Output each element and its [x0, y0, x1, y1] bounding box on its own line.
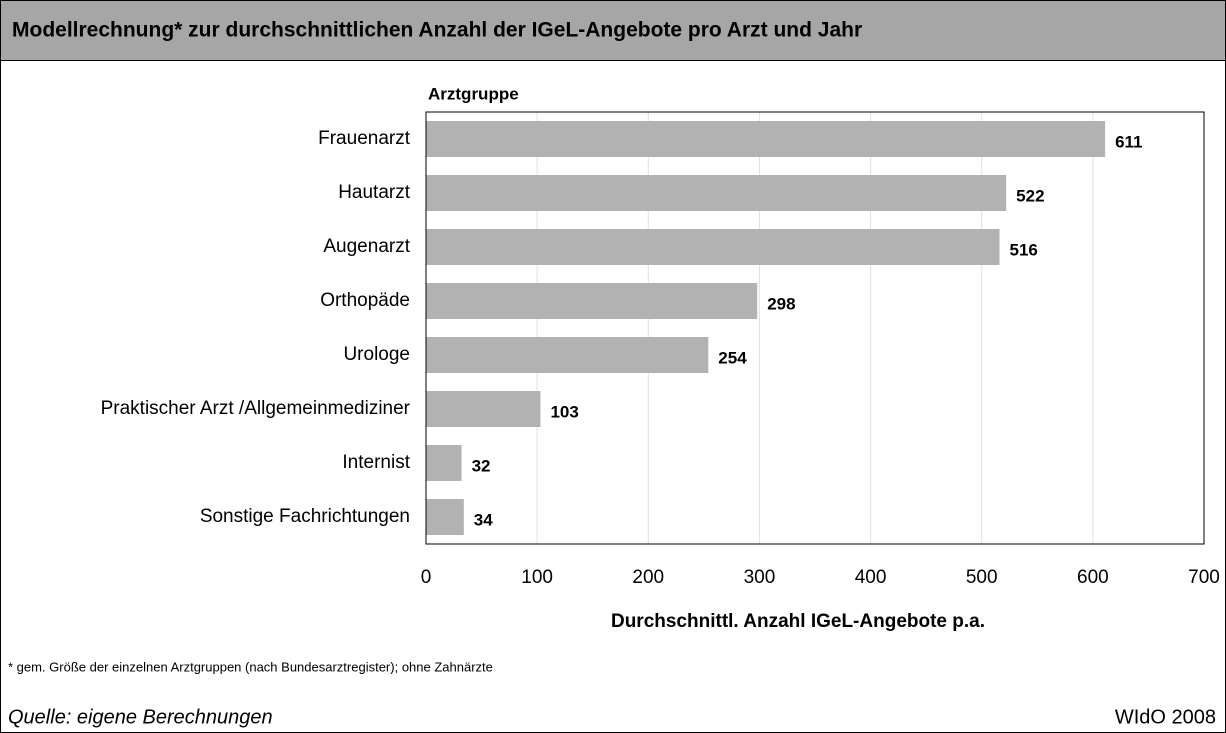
source: Quelle: eigene Berechnungen: [8, 706, 273, 728]
bar: [426, 391, 541, 427]
y-tick-label: Augenarzt: [323, 236, 410, 257]
plot-border: [425, 111, 1205, 545]
bar: [426, 175, 1007, 211]
y-tick-label: Internist: [342, 452, 410, 473]
y-axis-title: Arztgruppe: [428, 84, 519, 103]
x-tick-label: 300: [744, 567, 776, 588]
x-tick-label: 100: [521, 567, 553, 588]
credit: WIdO 2008: [1115, 706, 1216, 728]
y-tick-label: Sonstige Fachrichtungen: [200, 506, 410, 527]
value-label: 298: [767, 294, 795, 313]
bar: [426, 283, 758, 319]
x-tick-label: 700: [1188, 567, 1220, 588]
bar: [426, 229, 1000, 265]
value-label: 522: [1016, 186, 1044, 205]
x-tick-label: 400: [855, 567, 887, 588]
footnote: * gem. Größe der einzelnen Arztgruppen (…: [8, 659, 493, 674]
chart-title: Modellrechnung* zur durchschnittlichen A…: [12, 19, 862, 42]
value-label: 32: [472, 456, 491, 475]
bar: [426, 121, 1106, 157]
bar: [426, 445, 462, 481]
bar: [426, 499, 464, 535]
x-tick-label: 200: [632, 567, 664, 588]
title-bar: [0, 0, 1226, 61]
value-label: 103: [550, 402, 578, 421]
y-tick-label: Urologe: [343, 344, 410, 365]
y-tick-label: Hautarzt: [338, 182, 411, 203]
x-tick-label: 600: [1077, 567, 1109, 588]
value-label: 611: [1115, 132, 1142, 151]
y-tick-label: Frauenarzt: [318, 128, 411, 149]
x-axis-title: Durchschnittl. Anzahl IGeL-Angebote p.a.: [611, 611, 985, 632]
x-tick-label: 500: [966, 567, 998, 588]
value-label: 34: [474, 510, 493, 529]
x-tick-label: 0: [421, 567, 432, 588]
y-tick-label: Orthopäde: [320, 290, 410, 311]
y-tick-label: Praktischer Arzt /Allgemeinmediziner: [101, 398, 411, 419]
value-label: 516: [1009, 240, 1037, 259]
value-label: 254: [718, 348, 747, 367]
bar: [426, 337, 709, 373]
